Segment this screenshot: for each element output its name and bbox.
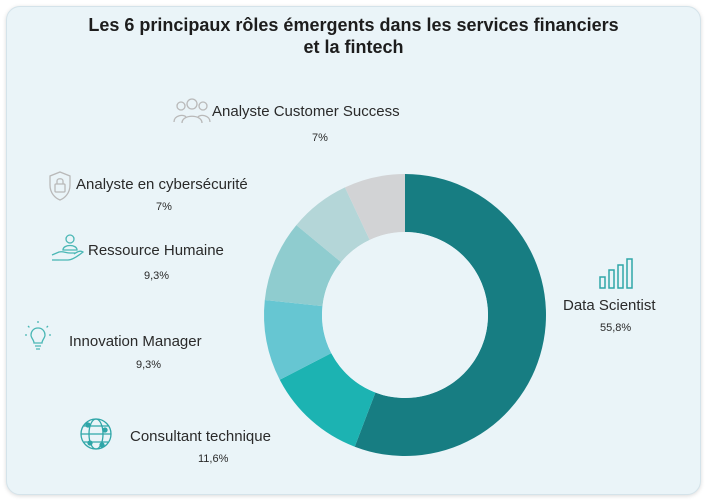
slice-innovation-manager [264, 299, 332, 380]
label-consultant-technique: Consultant technique [130, 428, 271, 445]
label-analyste-cybersecurite: Analyste en cybersécurité [76, 176, 248, 193]
label-data-scientist: Data Scientist [563, 297, 656, 314]
label-innovation-manager: Innovation Manager [69, 333, 202, 350]
title-line-1: Les 6 principaux rôles émergents dans le… [88, 15, 619, 35]
pct-consultant-technique: 11,6% [198, 453, 229, 465]
pct-analyste-cybersecurite: 7% [156, 201, 172, 213]
hand-person-icon [51, 234, 85, 261]
people-group-icon [173, 98, 211, 124]
globe-network-icon [80, 418, 112, 450]
slice-ressource-humaine [264, 225, 342, 307]
shield-lock-icon [49, 171, 71, 201]
label-analyste-customer-success: Analyste Customer Success [212, 103, 400, 120]
bar-chart-icon [599, 258, 633, 289]
pct-analyste-customer-success: 7% [312, 132, 328, 144]
pct-innovation-manager: 9,3% [136, 359, 162, 371]
donut-slices [264, 174, 546, 456]
label-ressource-humaine: Ressource Humaine [88, 242, 224, 259]
pct-data-scientist: 55,8% [600, 322, 632, 334]
slice-data-scientist [354, 174, 546, 456]
pct-ressource-humaine: 9,3% [144, 270, 170, 282]
chart-title: Les 6 principaux rôles émergents dans le… [0, 14, 707, 58]
donut-hole [322, 232, 488, 398]
slice-consultant-technique [279, 353, 376, 447]
lightbulb-icon [25, 321, 51, 350]
title-line-2: et la fintech [303, 37, 404, 57]
slice-analyste-en-cybersecurite [296, 187, 370, 263]
slice-analyste-customer-success [344, 174, 405, 240]
